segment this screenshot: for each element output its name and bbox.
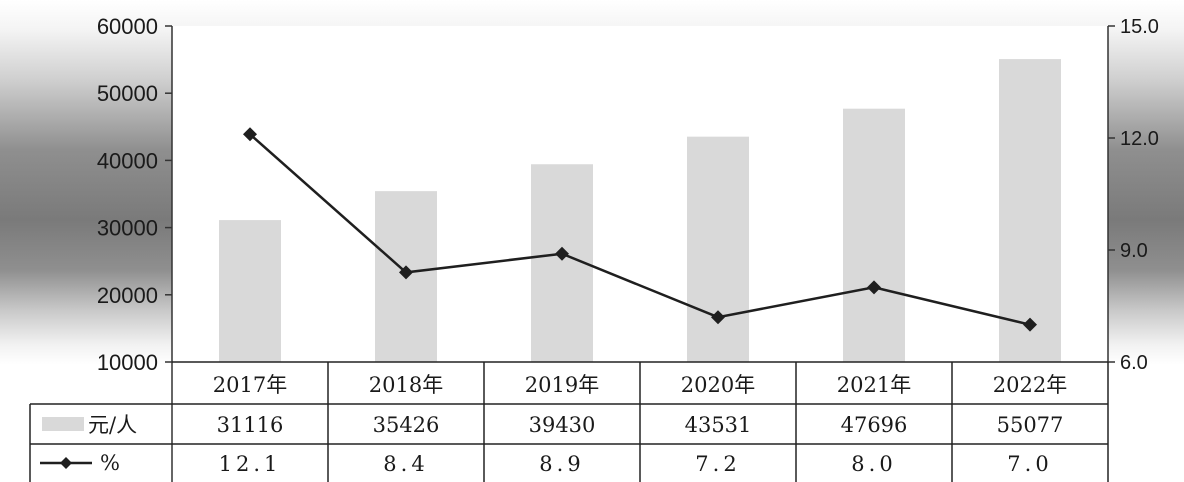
category-label: 2018年 — [369, 373, 443, 397]
category-label: 2021年 — [837, 373, 911, 397]
line-point-2022年 — [1023, 317, 1037, 332]
table-value-bar: 55077 — [997, 413, 1064, 437]
legend-bar-label: 元/人 — [88, 413, 137, 437]
plot-area — [172, 26, 1108, 362]
bar-2021年 — [843, 108, 905, 362]
category-label: 2019年 — [525, 373, 599, 397]
series-line — [249, 133, 1031, 326]
line-point-2020年 — [711, 310, 725, 325]
table-value-line: 8.0 — [851, 452, 896, 476]
bar-2017年 — [219, 220, 281, 362]
left-tick-label: 10000 — [97, 350, 158, 375]
right-tick-label: 9.0 — [1120, 240, 1148, 262]
category-label: 2017年 — [213, 373, 287, 397]
right-tick-label: 6.0 — [1120, 352, 1148, 374]
right-tick-label: 15.0 — [1120, 16, 1159, 38]
table-value-bar: 43531 — [685, 413, 752, 437]
right-tick-label: 12.0 — [1120, 128, 1159, 150]
legend-bar-key — [42, 417, 84, 431]
table-value-bar: 39430 — [529, 413, 596, 437]
left-tick-label: 60000 — [97, 14, 158, 39]
left-tick-label: 20000 — [97, 283, 158, 308]
category-label: 2020年 — [681, 373, 755, 397]
line-point-2018年 — [399, 265, 413, 280]
left-tick-label: 30000 — [97, 216, 158, 241]
table-value-line: 7.2 — [695, 452, 740, 476]
left-tick-label: 40000 — [97, 148, 158, 173]
legend-line-label: % — [100, 451, 120, 475]
table-value-bar: 31116 — [217, 413, 284, 437]
line-point-2021年 — [867, 280, 881, 295]
line-point-2019年 — [555, 246, 569, 261]
table-value-line: 8.4 — [383, 452, 428, 476]
bar-2022年 — [999, 59, 1061, 363]
table-value-line: 7.0 — [1007, 452, 1052, 476]
bar-2020年 — [687, 136, 749, 362]
table-value-bar: 47696 — [841, 413, 908, 437]
legend-line-marker — [60, 457, 72, 469]
left-tick-label: 50000 — [97, 81, 158, 106]
table-value-bar: 35426 — [373, 413, 440, 437]
table-value-line: 8.9 — [539, 452, 584, 476]
category-label: 2022年 — [993, 373, 1067, 397]
line-point-2017年 — [243, 127, 257, 142]
table-value-line: 12.1 — [219, 452, 282, 476]
